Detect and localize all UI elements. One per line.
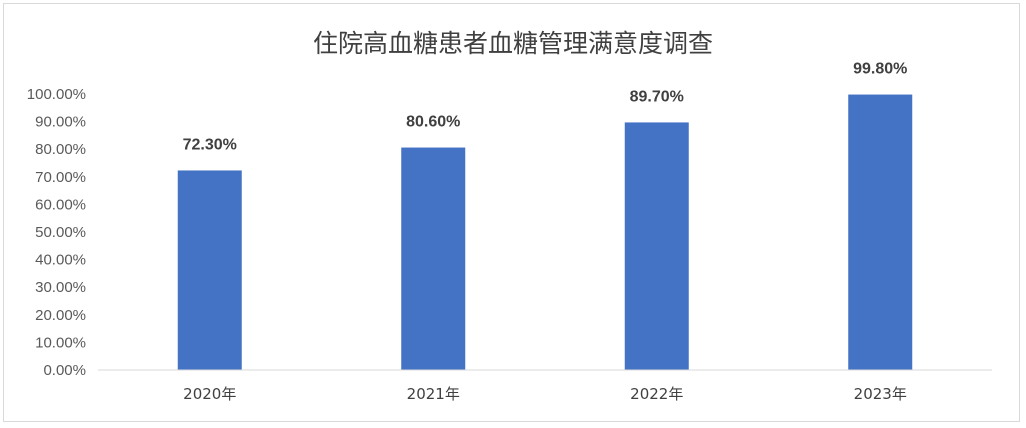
- data-label: 72.30%: [183, 136, 237, 153]
- y-tick-label: 80.00%: [35, 141, 86, 158]
- x-axis: 2020年 2021年 2022年 2023年: [183, 385, 907, 403]
- y-tick-label: 100.00%: [27, 86, 86, 103]
- y-tick-label: 90.00%: [35, 114, 86, 131]
- y-tick-label: 10.00%: [35, 334, 86, 351]
- y-tick-label: 0.00%: [43, 362, 86, 379]
- data-labels: 72.30% 80.60% 89.70% 99.80%: [183, 61, 908, 154]
- bar: [624, 122, 689, 370]
- bars: [177, 94, 913, 370]
- x-tick-label: 2022年: [630, 385, 683, 403]
- data-label: 99.80%: [853, 61, 907, 78]
- x-tick-label: 2021年: [407, 385, 460, 403]
- bar: [848, 94, 913, 370]
- x-tick-label: 2020年: [183, 385, 236, 403]
- y-tick-label: 70.00%: [35, 169, 86, 186]
- y-tick-label: 30.00%: [35, 279, 86, 296]
- x-tick-label: 2023年: [854, 385, 907, 403]
- bar: [177, 170, 242, 370]
- y-tick-label: 60.00%: [35, 196, 86, 213]
- y-tick-label: 50.00%: [35, 224, 86, 241]
- y-tick-label: 40.00%: [35, 252, 86, 269]
- bar: [401, 147, 466, 370]
- data-label: 80.60%: [406, 114, 460, 131]
- data-label: 89.70%: [630, 88, 684, 105]
- chart-title: 住院高血糖患者血糖管理满意度调查: [313, 29, 713, 58]
- y-axis: 0.00% 10.00% 20.00% 30.00% 40.00% 50.00% 60.00…: [27, 86, 86, 379]
- y-tick-label: 20.00%: [35, 307, 86, 324]
